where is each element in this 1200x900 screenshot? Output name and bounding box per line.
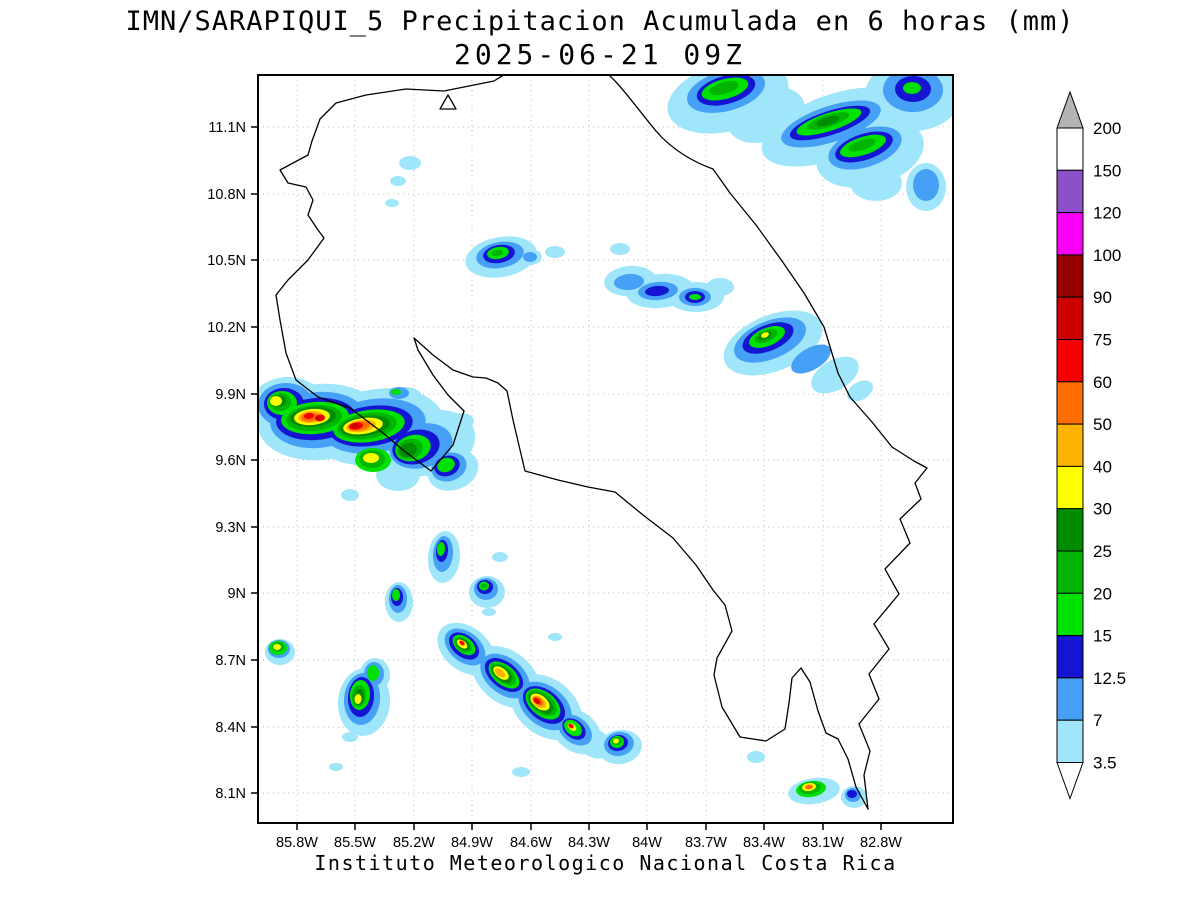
- precipitation-map: 11.1N 10.8N 10.5N 10.2N 9.9N 9.6N 9.3N 9N 8.7N 8.…: [207, 74, 954, 851]
- lat-tick-label: 8.4N: [215, 720, 246, 736]
- colorbar-segment: [1056, 169, 1084, 214]
- colorbar-level-label: 40: [1093, 457, 1112, 476]
- colorbar-segment: [1056, 127, 1084, 171]
- lon-tick-label: 85.5W: [334, 835, 376, 851]
- lat-tick-label: 8.7N: [215, 653, 246, 669]
- lat-tick-label: 9.9N: [215, 387, 246, 403]
- colorbar-segment: [1056, 677, 1084, 721]
- colorbar-segment: [1056, 550, 1084, 594]
- colorbar-level-label: 100: [1093, 246, 1121, 265]
- lat-tick-label: 10.5N: [207, 253, 246, 269]
- colorbar-level-label: 150: [1093, 161, 1121, 180]
- colorbar-level-label: 20: [1093, 584, 1112, 603]
- colorbar-level-label: 90: [1093, 288, 1112, 307]
- colorbar-level-label: 200: [1093, 119, 1121, 138]
- map-frame: [257, 74, 954, 824]
- lon-tick-label: 84.6W: [510, 835, 552, 851]
- lat-tick-label: 10.8N: [207, 187, 246, 203]
- lon-tick-label: 85.2W: [393, 835, 435, 851]
- colorbar-segment: [1056, 296, 1084, 340]
- colorbar-level-label: 12.5: [1093, 669, 1126, 688]
- lat-tick-label: 11.1N: [208, 120, 246, 136]
- colorbar-segment: [1056, 635, 1084, 679]
- lon-tick-label: 85.8W: [276, 835, 318, 851]
- lat-tick-label: 10.2N: [207, 320, 246, 336]
- colorbar-top-arrow: [1056, 90, 1084, 129]
- colorbar-level-label: 60: [1093, 373, 1112, 392]
- colorbar-segment: [1056, 254, 1084, 298]
- colorbar: 200 150 120 100 90 75 60 50 40 30 25 20 15 12.5 7 3.5: [1056, 90, 1126, 800]
- plot-title: IMN/SARAPIQUI_5 Precipitacion Acumulada …: [125, 6, 1075, 37]
- axes: 11.1N 10.8N 10.5N 10.2N 9.9N 9.6N 9.3N 9N 8.7N 8.…: [207, 120, 902, 851]
- colorbar-level-label: 50: [1093, 415, 1112, 434]
- lat-tick-label: 8.1N: [215, 786, 246, 802]
- colorbar-level-label: 75: [1093, 331, 1112, 350]
- colorbar-segment: [1056, 508, 1084, 552]
- colorbar-level-label: 3.5: [1093, 754, 1117, 773]
- lon-tick-label: 82.8W: [860, 835, 902, 851]
- colorbar-segment: [1056, 339, 1084, 383]
- map-area: 11.1N 10.8N 10.5N 10.2N 9.9N 9.6N 9.3N 9N 8.7N 8.…: [207, 74, 954, 851]
- colorbar-segment: [1056, 592, 1084, 637]
- lat-tick-label: 9.3N: [215, 520, 246, 536]
- colorbar-level-label: 30: [1093, 500, 1112, 519]
- lon-tick-label: 84.3W: [568, 835, 610, 851]
- lon-tick-label: 83.7W: [685, 835, 727, 851]
- plot-subtitle-datetime: 2025-06-21 09Z: [453, 38, 746, 71]
- lon-tick-label: 84W: [632, 835, 662, 851]
- precip-contours: [258, 75, 953, 808]
- colorbar-segment: [1056, 719, 1084, 764]
- colorbar-level-label: 7: [1093, 711, 1102, 730]
- lon-tick-label: 83.4W: [743, 835, 785, 851]
- colorbar-segment: [1056, 465, 1084, 510]
- colorbar-bottom-arrow: [1056, 762, 1084, 800]
- lon-tick-label: 84.9W: [451, 835, 493, 851]
- lat-tick-label: 9.6N: [215, 453, 246, 469]
- lon-tick-label: 83.1W: [802, 835, 844, 851]
- colorbar-level-label: 15: [1093, 627, 1112, 646]
- footer-institution: Instituto Meteorologico Nacional Costa R…: [314, 851, 897, 875]
- colorbar-segment: [1056, 423, 1084, 467]
- coastline: [275, 75, 928, 810]
- colorbar-segment: [1056, 212, 1084, 256]
- colorbar-segment: [1056, 381, 1084, 425]
- colorbar-level-label: 25: [1093, 542, 1112, 561]
- colorbar-level-label: 120: [1093, 204, 1121, 223]
- lat-tick-label: 9N: [227, 586, 246, 602]
